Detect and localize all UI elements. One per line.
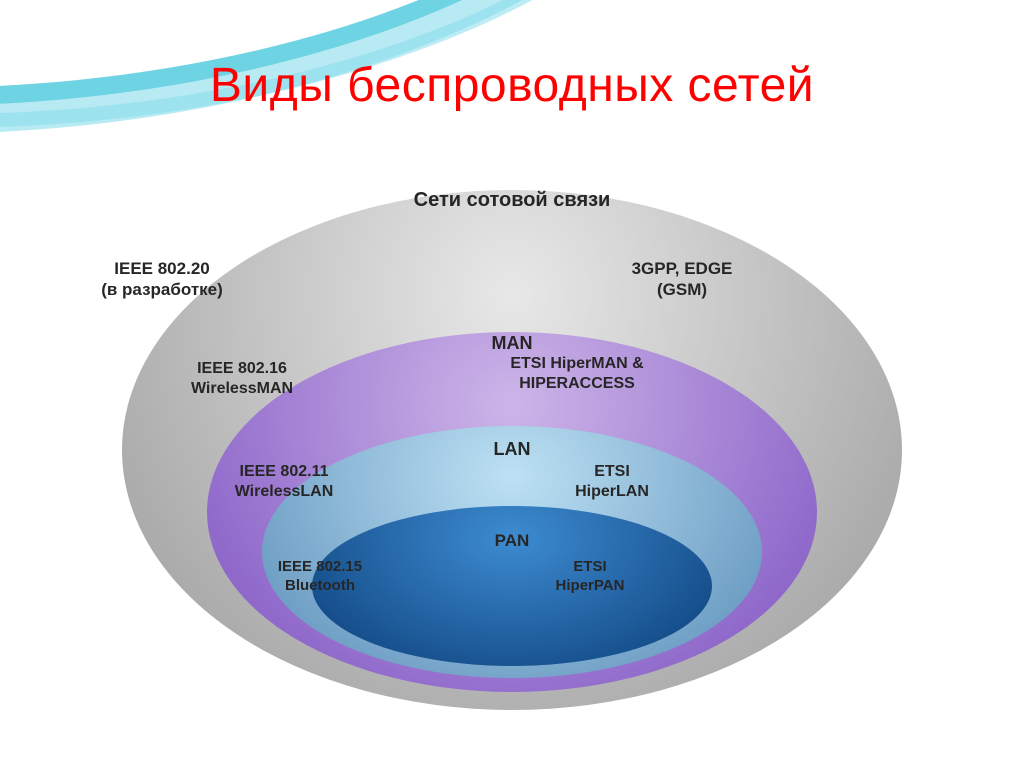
ring-lan-right-label: ETSI HiperLAN bbox=[502, 462, 722, 502]
ring-cellular-title: Сети сотовой связи bbox=[414, 188, 611, 213]
ring-pan-left-label: IEEE 802.15 Bluetooth bbox=[220, 558, 420, 596]
ring-lan-left-label: IEEE 802.11 WirelessLAN bbox=[184, 462, 384, 502]
ring-man-right-label: ETSI HiperMAN & HIPERACCESS bbox=[467, 354, 687, 394]
page-title: Виды беспроводных сетей bbox=[0, 58, 1024, 113]
ring-pan-title: PAN bbox=[495, 530, 530, 551]
ring-pan-right-label: ETSI HiperPAN bbox=[480, 558, 700, 596]
ring-man-left-label: IEEE 802.16 WirelessMAN bbox=[142, 359, 342, 399]
ring-lan-title: LAN bbox=[494, 438, 531, 461]
ring-man-title: MAN bbox=[492, 332, 533, 355]
nested-network-diagram: Сети сотовой связиIEEE 802.20 (в разрабо… bbox=[102, 150, 922, 710]
ring-cellular-right-label: 3GPP, EDGE (GSM) bbox=[572, 258, 792, 301]
ring-cellular-left-label: IEEE 802.20 (в разработке) bbox=[62, 258, 262, 301]
